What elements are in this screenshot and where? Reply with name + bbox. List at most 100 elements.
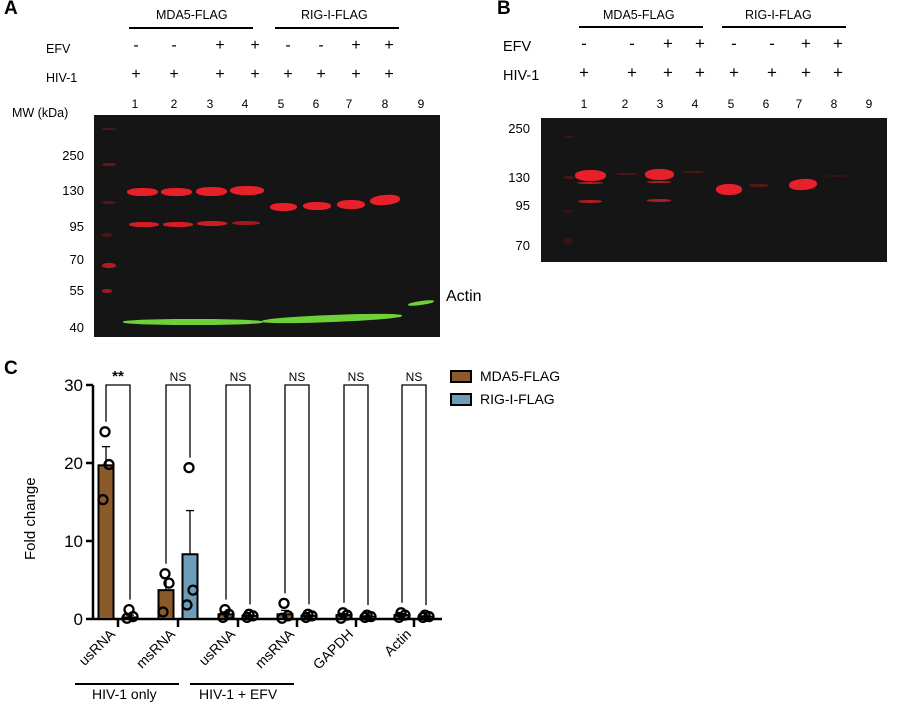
lane-number: 7 bbox=[345, 97, 353, 111]
efv-sign: - bbox=[318, 37, 324, 54]
actin-band-label: Actin bbox=[446, 288, 482, 305]
lane-number: 8 bbox=[381, 97, 389, 111]
significance-label: ** bbox=[112, 368, 124, 385]
x-tick-label: usRNA bbox=[75, 625, 118, 668]
x-tick-label: msRNA bbox=[133, 625, 179, 671]
y-tick-label: 10 bbox=[64, 532, 83, 551]
panel-a-group-rigi: RIG-I-FLAG bbox=[301, 8, 368, 22]
significance-bracket bbox=[343, 384, 369, 606]
efv-sign: + bbox=[250, 37, 260, 54]
legend-label-rigi: RIG-I-FLAG bbox=[480, 391, 555, 407]
hiv-sign: + bbox=[215, 66, 225, 83]
lane-number: 4 bbox=[241, 97, 249, 111]
efv-sign: + bbox=[215, 37, 225, 54]
hiv-sign: + bbox=[729, 63, 739, 82]
data-point bbox=[181, 599, 193, 611]
efv-sign: - bbox=[581, 34, 587, 53]
hiv-sign: + bbox=[663, 63, 673, 82]
data-point bbox=[121, 612, 133, 624]
panel-b-group-rigi: RIG-I-FLAG bbox=[745, 8, 812, 22]
panel-b-efv-label: EFV bbox=[503, 39, 532, 55]
hiv-sign: + bbox=[283, 66, 293, 83]
panel-b-group-mda5-line bbox=[579, 26, 703, 28]
data-point bbox=[99, 426, 111, 438]
hiv-sign: + bbox=[169, 66, 179, 83]
mw-marker: 130 bbox=[62, 183, 84, 198]
efv-sign: + bbox=[695, 34, 705, 53]
panel-b-blot bbox=[541, 118, 887, 262]
legend-swatch-mda5 bbox=[450, 370, 472, 383]
x-tick-label: Actin bbox=[381, 626, 414, 659]
efv-sign: - bbox=[769, 34, 775, 53]
lane-number: 5 bbox=[277, 97, 285, 111]
efv-sign: - bbox=[731, 34, 737, 53]
hiv-sign: + bbox=[695, 63, 705, 82]
mw-marker: 55 bbox=[69, 283, 84, 298]
data-point bbox=[241, 611, 253, 624]
bar bbox=[97, 464, 115, 620]
hiv-sign: + bbox=[801, 63, 811, 82]
lane-number: 9 bbox=[865, 97, 873, 111]
significance-label: NS bbox=[170, 370, 187, 384]
y-tick-label: 20 bbox=[64, 454, 83, 473]
group-underline-hiv-only bbox=[75, 683, 179, 685]
panel-c-label: C bbox=[4, 358, 18, 379]
efv-sign: - bbox=[171, 37, 177, 54]
data-point bbox=[423, 611, 435, 623]
mw-marker: 95 bbox=[69, 219, 84, 234]
hiv-sign: + bbox=[316, 66, 326, 83]
group-label-hiv-only: HIV-1 only bbox=[92, 686, 157, 702]
data-point bbox=[393, 611, 405, 624]
significance-bracket bbox=[401, 384, 427, 606]
panel-b-label: B bbox=[497, 0, 511, 19]
data-point bbox=[183, 462, 195, 474]
data-point bbox=[276, 612, 288, 624]
lane-number: 6 bbox=[312, 97, 320, 111]
mw-marker: 130 bbox=[508, 170, 530, 185]
panel-b-group-mda5: MDA5-FLAG bbox=[603, 8, 675, 22]
hiv-sign: + bbox=[250, 66, 260, 83]
efv-sign: + bbox=[833, 34, 843, 53]
legend-swatch-rigi bbox=[450, 393, 472, 406]
efv-sign: + bbox=[384, 37, 394, 54]
lane-number: 9 bbox=[417, 97, 425, 111]
panel-a-efv-label: EFV bbox=[46, 42, 71, 56]
hiv-sign: + bbox=[579, 63, 589, 82]
significance-bracket bbox=[105, 384, 131, 600]
mw-marker: 70 bbox=[515, 238, 530, 253]
data-point bbox=[247, 610, 259, 622]
significance-bracket bbox=[284, 384, 310, 605]
lane-number: 8 bbox=[830, 97, 838, 111]
panel-a-hiv-label: HIV-1 bbox=[46, 71, 78, 85]
significance-bracket bbox=[225, 384, 251, 605]
panel-a-label: A bbox=[4, 0, 18, 19]
data-point bbox=[217, 611, 229, 624]
data-point bbox=[417, 611, 429, 624]
data-point bbox=[359, 611, 371, 624]
efv-sign: + bbox=[351, 37, 361, 54]
lane-number: 3 bbox=[206, 97, 214, 111]
legend-label-mda5: MDA5-FLAG bbox=[480, 368, 561, 384]
lane-number: 3 bbox=[656, 97, 664, 111]
panel-a-group-mda5-line bbox=[129, 27, 253, 29]
data-point bbox=[278, 597, 290, 610]
hiv-sign: + bbox=[767, 63, 777, 82]
lane-number: 1 bbox=[580, 97, 588, 111]
lane-number: 7 bbox=[795, 97, 803, 111]
data-point bbox=[300, 611, 312, 624]
lane-number: 1 bbox=[131, 97, 139, 111]
lane-number: 6 bbox=[762, 97, 770, 111]
panel-a-group-mda5: MDA5-FLAG bbox=[156, 8, 228, 22]
efv-sign: + bbox=[663, 34, 673, 53]
y-tick-label: 0 bbox=[74, 610, 83, 629]
data-point bbox=[365, 611, 377, 623]
data-point bbox=[335, 612, 347, 624]
panel-b-hiv-label: HIV-1 bbox=[503, 68, 540, 84]
data-point bbox=[103, 458, 115, 471]
lane-number: 5 bbox=[727, 97, 735, 111]
panel-b-group-rigi-line bbox=[722, 26, 846, 28]
x-tick-label: msRNA bbox=[252, 625, 298, 671]
panel-a-group-rigi-line bbox=[275, 27, 399, 29]
mw-marker: 70 bbox=[69, 252, 84, 267]
